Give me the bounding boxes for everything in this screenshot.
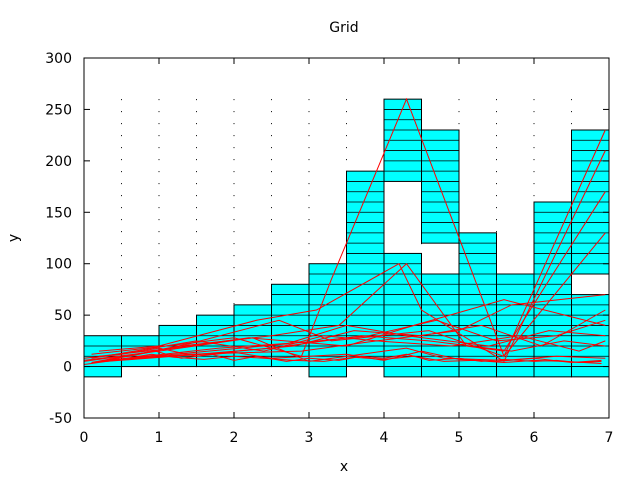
line-series-path: [98, 319, 606, 362]
line-series: [83, 97, 606, 365]
x-tick-label: 2: [230, 430, 239, 446]
plot-frame: [83, 57, 610, 419]
line-series-path: [91, 294, 606, 359]
line-series-path: [98, 299, 606, 357]
y-tick-label: 300: [45, 51, 72, 67]
histogram-bar: [421, 129, 460, 244]
x-tick-label: 6: [530, 430, 539, 446]
line-series-path: [106, 232, 606, 361]
y-axis-label: y: [6, 234, 22, 242]
y-tick-label: 200: [45, 154, 72, 170]
y-tick-label: 100: [45, 257, 72, 273]
x-tick-label: 7: [605, 430, 614, 446]
line-series-path: [106, 324, 606, 361]
histogram-bar: [533, 201, 572, 378]
line-series-path: [83, 337, 606, 362]
x-tick-label: 0: [80, 430, 89, 446]
line-series-path: [91, 191, 606, 363]
chart-title: Grid: [329, 20, 358, 36]
x-tick-label: 4: [380, 430, 389, 446]
line-series-path: [98, 150, 606, 363]
line-series-path: [98, 335, 606, 362]
y-tick-label: 150: [45, 205, 72, 221]
axes: 0 1 2 3 4 5 6 7 -50 0 50 100 150 200 250 300: [45, 51, 613, 446]
x-tick-label: 5: [455, 430, 464, 446]
y-tick-label: -50: [49, 411, 72, 427]
y-tick-label: 50: [54, 308, 72, 324]
x-tick-label: 3: [305, 430, 314, 446]
y-tick-label: 250: [45, 102, 72, 118]
line-series-path: [91, 335, 606, 363]
x-tick-label: 1: [155, 430, 164, 446]
line-series-path: [91, 97, 606, 358]
y-tick-label: 0: [63, 360, 72, 376]
x-axis-label: x: [340, 459, 348, 475]
